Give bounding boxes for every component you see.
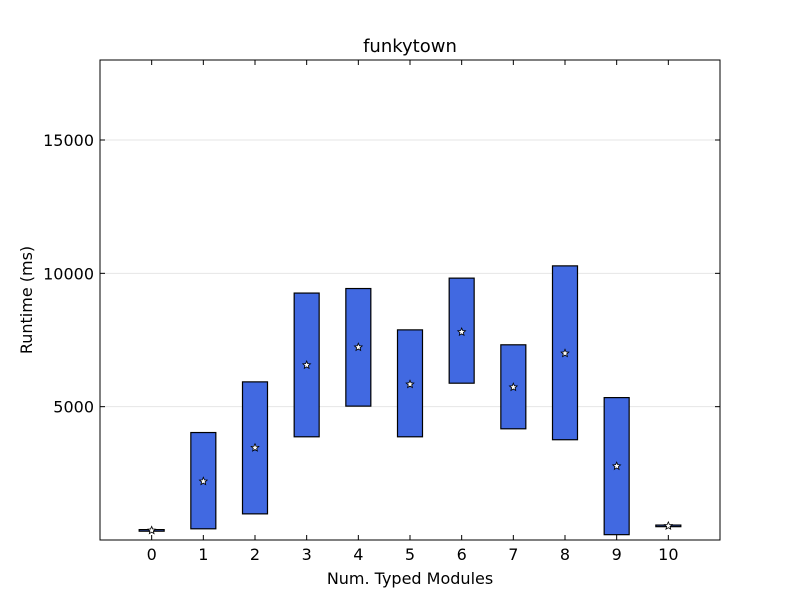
ticks: 0 1 2 3 4 5 6 7 8 9 10 5000 10000 15000 [43,60,720,564]
y-tick-label: 5000 [53,398,94,417]
x-tick-label: 3 [302,545,312,564]
mean-marker-0 [146,525,157,535]
mean-marker-5 [405,379,415,389]
y-tick-label: 15000 [43,131,94,150]
chart-title: funkytown [363,36,457,57]
mean-marker-10 [663,520,674,530]
x-tick-label: 8 [560,545,570,564]
mean-marker-4 [353,342,364,352]
mean-marker-9 [611,461,622,471]
mean-marker-6 [456,326,467,337]
mean-marker-2 [250,442,260,452]
y-axis-label: Runtime (ms) [17,246,36,354]
mean-marker-1 [198,476,209,486]
x-tick-label: 10 [658,545,678,564]
x-tick-label: 1 [198,545,208,564]
box-7 [500,344,527,430]
x-tick-label: 7 [508,545,518,564]
mean-marker-8 [560,348,570,358]
x-tick-label: 4 [353,545,363,564]
y-tick-label: 10000 [43,264,94,283]
x-tick-label: 2 [250,545,260,564]
x-axis-label: Num. Typed Modules [327,569,493,588]
mean-marker-7 [508,382,519,392]
x-tick-label: 5 [405,545,415,564]
x-tick-label: 9 [612,545,622,564]
boxes [138,265,682,536]
mean-marker-3 [301,360,312,370]
x-tick-label: 6 [457,545,467,564]
x-tick-label: 0 [147,545,157,564]
